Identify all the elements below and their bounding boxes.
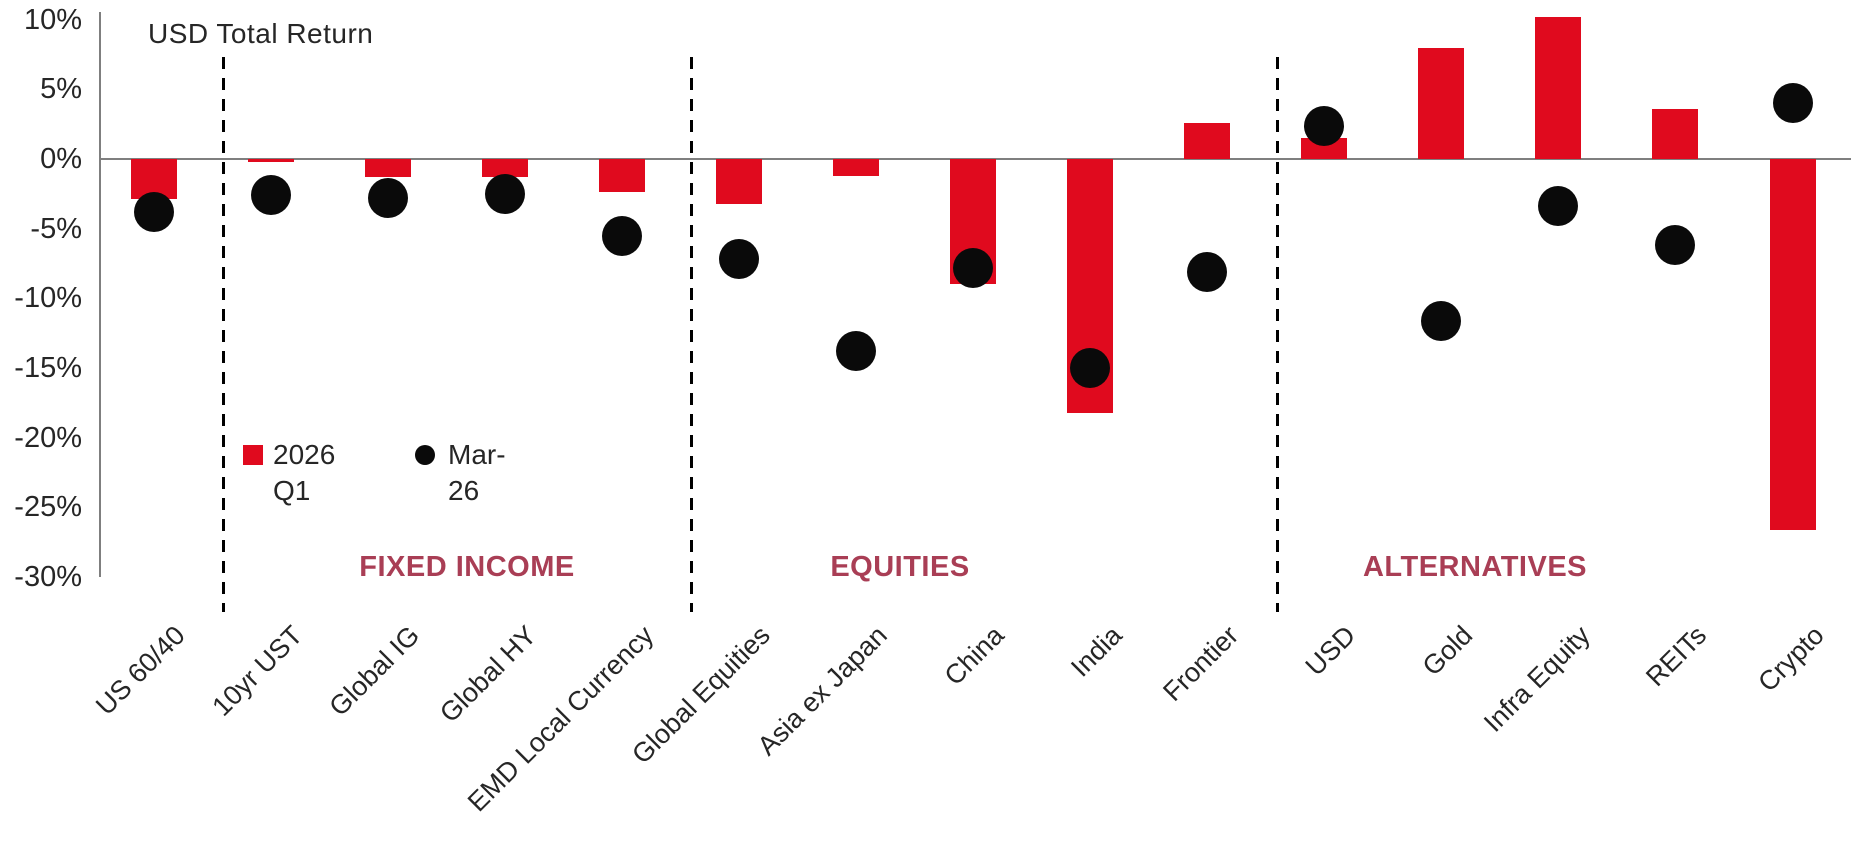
dot-mar26 [133,191,174,232]
bar-2026q1 [1535,16,1582,159]
y-axis-tick-label: -10% [14,282,82,315]
dot-mar26 [835,331,876,372]
bar-2026q1 [1652,108,1699,159]
dot-mar26 [1772,83,1813,124]
y-axis-line [99,12,101,577]
dot-mar26 [601,215,642,256]
group-separator-line [1275,57,1279,612]
dot-mar26 [953,247,994,288]
group-label-fixed-income: FIXED INCOME [359,551,575,583]
y-axis-tick-label: -30% [14,560,82,593]
bar-2026q1 [598,159,645,193]
bar-2026q1 [481,159,528,178]
bar-2026q1 [1184,122,1231,159]
x-axis-label: Global HY [433,620,542,729]
group-label-equities: EQUITIES [830,551,970,583]
dot-mar26 [250,175,291,216]
group-separator-line [222,57,226,612]
legend-bar-swatch [243,445,263,465]
legend-label-dot-series: Mar-26 [448,439,506,506]
x-axis-label: US 60/40 [89,620,191,721]
bar-2026q1 [832,159,879,176]
dot-mar26 [367,178,408,218]
x-axis-label: REITs [1640,620,1713,693]
bar-2026q1 [1769,159,1816,530]
y-axis-tick-label: -5% [30,212,82,245]
x-axis-label: India [1064,620,1128,683]
dot-mar26 [1187,251,1228,292]
bar-2026q1 [247,159,294,162]
y-axis-tick-label: -20% [14,421,82,454]
x-axis-label: Infra Equity [1477,620,1596,738]
y-axis-tick-label: 5% [40,73,82,106]
x-axis-label: USD [1299,620,1362,682]
dot-mar26 [1421,300,1462,341]
y-axis-tick-label: 0% [40,143,82,175]
legend-label-bar-series: 2026 Q1 [273,439,336,506]
bar-2026q1 [715,159,762,204]
bar-2026q1 [364,159,411,178]
x-axis-label: Global IG [323,620,425,722]
dot-mar26 [718,239,759,280]
y-axis-tick-label: 10% [23,3,82,36]
dot-mar26 [1655,225,1696,266]
dot-mar26 [1538,186,1579,227]
y-axis-tick-label: -15% [14,351,82,384]
x-axis-label: 10yr UST [205,620,308,722]
group-label-alternatives: ALTERNATIVES [1362,551,1588,583]
legend-dot-swatch [415,445,435,465]
bar-2026q1 [1301,138,1348,159]
x-axis-label: China [939,620,1011,692]
x-axis-label: Frontier [1157,620,1245,707]
x-axis-label: Crypto [1752,620,1830,698]
dot-mar26 [1070,347,1111,388]
bar-2026q1 [1418,47,1465,159]
group-separator-line [690,57,694,612]
chart-title: USD Total Return [148,18,374,49]
x-axis-label: Gold [1416,620,1479,682]
dot-mar26 [1304,105,1345,146]
y-axis-tick-label: -25% [14,491,82,524]
dot-mar26 [484,173,525,214]
